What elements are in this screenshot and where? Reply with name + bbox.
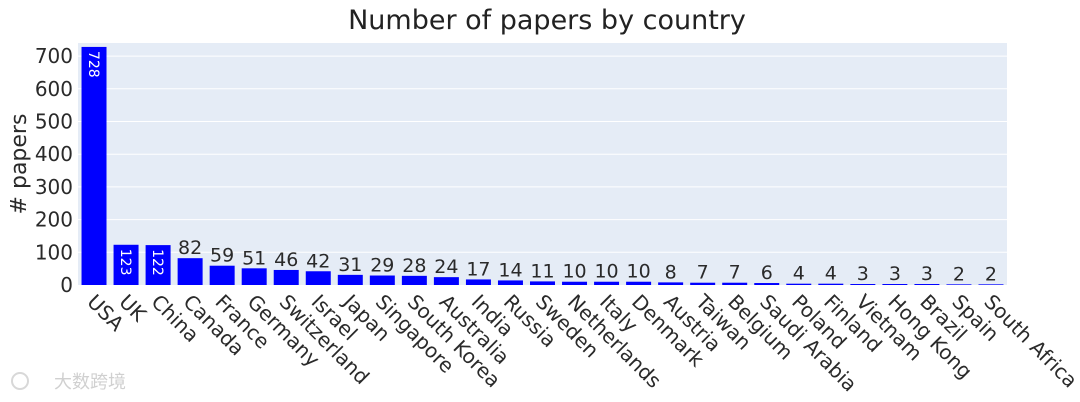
- bar: [401, 275, 427, 285]
- bar: [209, 265, 235, 285]
- data-label: 3: [857, 263, 869, 285]
- bar: [241, 268, 267, 285]
- data-label: 59: [210, 245, 234, 267]
- y-tick-label: 500: [35, 109, 73, 133]
- chart-title: Number of papers by country: [348, 5, 746, 36]
- data-label: 2: [985, 263, 997, 285]
- data-label: 82: [178, 237, 202, 259]
- data-label: 31: [338, 254, 362, 276]
- data-label: 29: [370, 255, 394, 277]
- bar: [978, 284, 1004, 285]
- gridlines: [78, 55, 1007, 253]
- bar: [305, 271, 331, 285]
- bar: [465, 279, 491, 285]
- bar: [81, 46, 107, 286]
- data-label: 10: [562, 261, 586, 283]
- y-tick-label: 400: [35, 142, 73, 166]
- bar: [818, 283, 844, 285]
- bar: [337, 274, 363, 285]
- y-axis-label: # papers: [7, 114, 32, 215]
- data-label: 4: [793, 263, 805, 285]
- data-label: 6: [761, 262, 773, 284]
- y-tick-label: 600: [35, 77, 73, 101]
- bar: [177, 258, 203, 285]
- data-label: 7: [697, 262, 709, 284]
- data-label: 14: [498, 259, 522, 281]
- data-label: 11: [530, 260, 554, 282]
- bar: [626, 281, 652, 285]
- bar: [562, 281, 588, 285]
- x-axis-ticks: USAUKChinaCanadaFranceGermanySwitzerland…: [82, 288, 1080, 396]
- data-label: 28: [402, 255, 426, 277]
- bar: [145, 245, 171, 285]
- data-label: 17: [466, 258, 490, 280]
- data-label: 2: [953, 263, 965, 285]
- data-label: 8: [665, 261, 677, 283]
- bar: [369, 275, 395, 285]
- bar: [273, 269, 299, 285]
- plot-area: [78, 43, 1007, 285]
- y-tick-label: 0: [60, 273, 73, 297]
- bar: [690, 282, 716, 285]
- data-label: 3: [889, 263, 901, 285]
- bar: [786, 283, 812, 285]
- bar: [722, 282, 748, 285]
- bar: [113, 244, 139, 285]
- bar: [882, 284, 908, 285]
- data-label: 10: [594, 261, 618, 283]
- bar: [658, 282, 684, 285]
- y-tick-label: 300: [35, 175, 73, 199]
- data-label: 122: [149, 249, 165, 276]
- data-label: 123: [117, 249, 133, 276]
- data-label: 51: [242, 247, 266, 269]
- y-tick-label: 200: [35, 208, 73, 232]
- bar: [850, 284, 876, 285]
- data-label: 10: [627, 261, 651, 283]
- bars: [81, 46, 1004, 286]
- bar: [594, 281, 620, 285]
- bar: [946, 284, 972, 285]
- watermark-logo-icon: [11, 372, 29, 390]
- data-label: 4: [825, 263, 837, 285]
- data-label: 24: [434, 256, 458, 278]
- data-label: 728: [85, 51, 101, 78]
- bar: [754, 283, 780, 285]
- data-label: 46: [274, 249, 298, 271]
- y-tick-label: 100: [35, 240, 73, 264]
- bar: [914, 284, 940, 285]
- watermark: 大数跨境: [11, 372, 126, 393]
- bar: [497, 280, 523, 285]
- data-label: 3: [921, 263, 933, 285]
- watermark-text: 大数跨境: [54, 372, 126, 393]
- data-label: 42: [306, 250, 330, 272]
- y-tick-label: 700: [35, 44, 73, 68]
- x-tick-label: South Africa: [979, 290, 1080, 393]
- y-axis-ticks: 0 100 200 300 400 500 600 700: [35, 44, 73, 297]
- bar: [433, 277, 459, 285]
- data-label: 7: [729, 262, 741, 284]
- bar: [530, 281, 555, 285]
